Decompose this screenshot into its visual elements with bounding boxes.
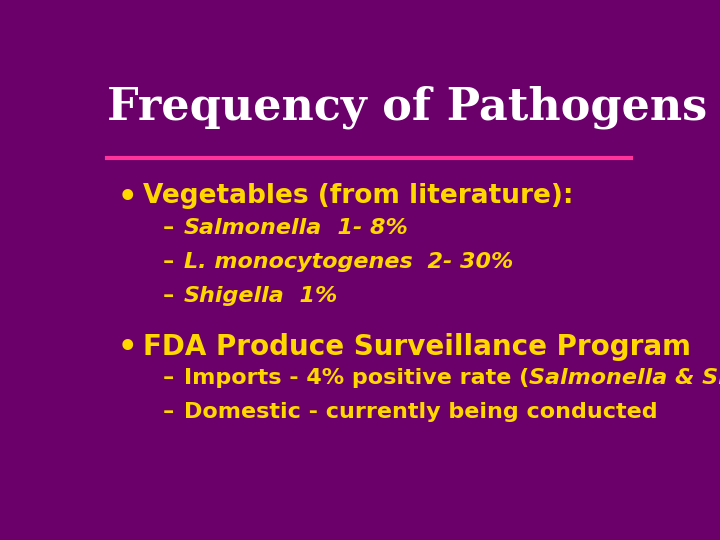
Text: L. monocytogenes: L. monocytogenes	[184, 252, 413, 272]
Text: •: •	[118, 183, 138, 212]
Text: –: –	[163, 218, 174, 238]
Text: 1%: 1%	[284, 286, 338, 306]
Text: FDA Produce Surveillance Program: FDA Produce Surveillance Program	[143, 333, 691, 361]
Text: Shigella: Shigella	[184, 286, 284, 306]
Text: Vegetables (from literature):: Vegetables (from literature):	[143, 183, 574, 210]
Text: Domestic - currently being conducted: Domestic - currently being conducted	[184, 402, 657, 422]
Text: –: –	[163, 402, 174, 422]
Text: Frequency of Pathogens on Produce: Frequency of Pathogens on Produce	[107, 85, 720, 129]
Text: 1- 8%: 1- 8%	[322, 218, 408, 238]
Text: •: •	[118, 333, 138, 362]
Text: –: –	[163, 368, 174, 388]
Text: –: –	[163, 286, 174, 306]
Text: Imports - 4% positive rate (: Imports - 4% positive rate (	[184, 368, 529, 388]
Text: Salmonella & Shigella: Salmonella & Shigella	[529, 368, 720, 388]
Text: –: –	[163, 252, 174, 272]
Text: 2- 30%: 2- 30%	[413, 252, 514, 272]
Text: Salmonella: Salmonella	[184, 218, 322, 238]
